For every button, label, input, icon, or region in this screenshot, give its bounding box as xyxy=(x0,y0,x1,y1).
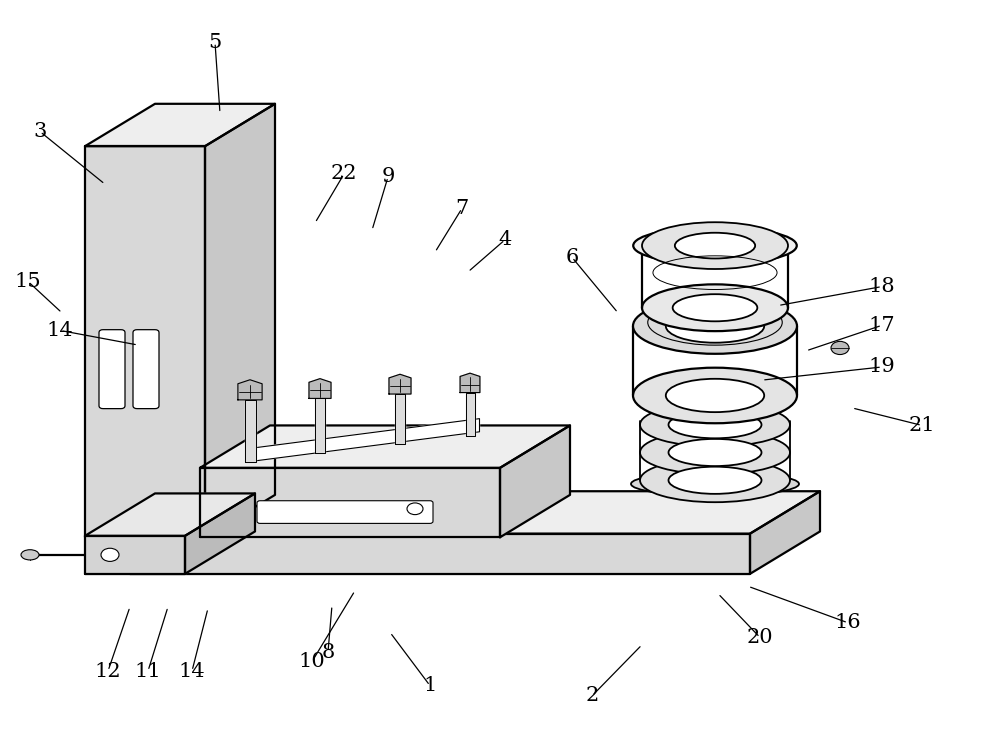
FancyBboxPatch shape xyxy=(133,330,159,409)
Polygon shape xyxy=(85,493,255,536)
Polygon shape xyxy=(250,419,480,461)
Text: 17: 17 xyxy=(869,316,895,335)
Text: 7: 7 xyxy=(455,199,469,218)
Polygon shape xyxy=(200,468,500,537)
Ellipse shape xyxy=(640,458,790,502)
FancyBboxPatch shape xyxy=(99,330,125,409)
Polygon shape xyxy=(460,373,480,393)
Polygon shape xyxy=(130,491,820,534)
Ellipse shape xyxy=(631,472,799,496)
Ellipse shape xyxy=(642,222,788,269)
Polygon shape xyxy=(395,394,405,444)
Text: 9: 9 xyxy=(381,167,395,186)
Text: 10: 10 xyxy=(299,652,325,671)
Polygon shape xyxy=(315,398,325,453)
Text: 14: 14 xyxy=(47,321,73,340)
Text: 11: 11 xyxy=(135,662,161,681)
Polygon shape xyxy=(244,400,256,462)
Text: 16: 16 xyxy=(835,613,861,632)
Ellipse shape xyxy=(675,232,755,259)
Text: 19: 19 xyxy=(869,357,895,376)
Text: 6: 6 xyxy=(565,248,579,267)
Circle shape xyxy=(407,503,423,515)
Polygon shape xyxy=(85,104,275,146)
Ellipse shape xyxy=(668,466,762,494)
Text: 15: 15 xyxy=(15,272,41,291)
Ellipse shape xyxy=(633,227,797,265)
Ellipse shape xyxy=(21,550,39,560)
Ellipse shape xyxy=(640,403,790,447)
Ellipse shape xyxy=(666,309,764,343)
Ellipse shape xyxy=(633,298,797,354)
Polygon shape xyxy=(205,104,275,537)
Polygon shape xyxy=(85,536,185,574)
Polygon shape xyxy=(85,146,205,537)
Text: 18: 18 xyxy=(869,277,895,296)
Text: 20: 20 xyxy=(747,628,773,647)
Polygon shape xyxy=(750,491,820,574)
Ellipse shape xyxy=(633,368,797,423)
Polygon shape xyxy=(130,534,750,574)
Polygon shape xyxy=(200,425,570,468)
Polygon shape xyxy=(466,393,475,436)
Ellipse shape xyxy=(642,284,788,331)
Text: 3: 3 xyxy=(33,122,47,141)
Ellipse shape xyxy=(668,411,762,439)
Text: 5: 5 xyxy=(208,33,222,52)
Text: 12: 12 xyxy=(95,662,121,681)
Text: 8: 8 xyxy=(321,643,335,662)
Ellipse shape xyxy=(640,431,790,474)
Text: 22: 22 xyxy=(331,164,357,183)
Circle shape xyxy=(831,341,849,355)
Text: 4: 4 xyxy=(498,230,512,249)
Text: 2: 2 xyxy=(585,686,599,705)
Polygon shape xyxy=(185,493,255,574)
Polygon shape xyxy=(309,379,331,398)
Text: 1: 1 xyxy=(423,676,437,695)
Polygon shape xyxy=(389,374,411,394)
Text: 21: 21 xyxy=(909,416,935,435)
FancyBboxPatch shape xyxy=(257,501,433,523)
Text: 14: 14 xyxy=(179,662,205,681)
Ellipse shape xyxy=(668,439,762,466)
Polygon shape xyxy=(238,380,262,400)
Ellipse shape xyxy=(666,379,764,412)
Circle shape xyxy=(101,548,119,561)
Polygon shape xyxy=(500,425,570,537)
Ellipse shape xyxy=(673,294,757,322)
